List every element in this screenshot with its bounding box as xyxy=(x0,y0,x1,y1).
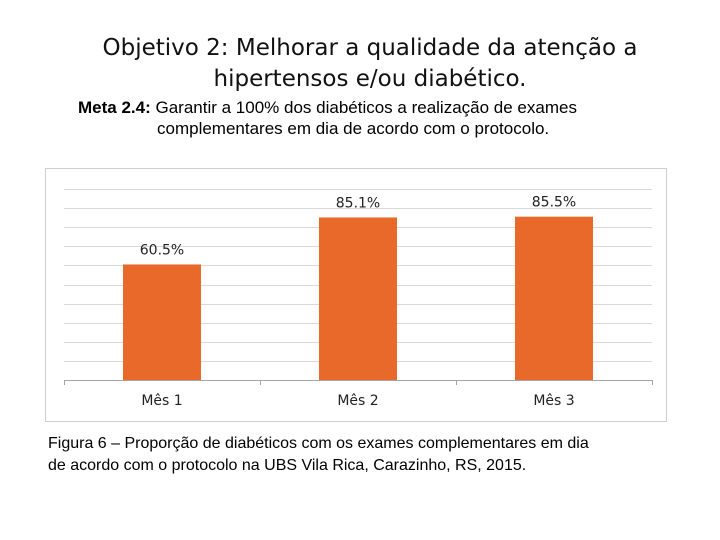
bar-3 xyxy=(515,216,593,380)
x-tick-label-1: Mês 1 xyxy=(141,393,182,409)
data-label-2: 85.1% xyxy=(336,195,380,211)
x-tick-label-2: Mês 2 xyxy=(337,393,378,409)
title-line-2: hipertensos e/ou diabético. xyxy=(213,66,527,92)
meta-text-line-1: Garantir a 100% dos diabéticos a realiza… xyxy=(155,98,577,117)
caption-line-2: de acordo com o protocolo na UBS Vila Ri… xyxy=(48,457,527,474)
data-label-1: 60.5% xyxy=(140,242,184,258)
chart-frame: Mês 1 Mês 2 Mês 3 60.5% 85.1% 85.5% xyxy=(45,168,667,422)
x-tick-label-3: Mês 3 xyxy=(533,393,574,409)
bar-chart: Mês 1 Mês 2 Mês 3 60.5% 85.1% 85.5% xyxy=(64,189,653,409)
bar-2 xyxy=(319,217,397,380)
data-label-3: 85.5% xyxy=(532,195,576,211)
caption-line-1: Figura 6 – Proporção de diabéticos com o… xyxy=(48,435,589,452)
chart-x-axis: Mês 1 Mês 2 Mês 3 xyxy=(64,380,653,409)
meta-text-line-2: complementares em dia de acordo com o pr… xyxy=(157,119,550,138)
meta-description: Meta 2.4: Garantir a 100% dos diabéticos… xyxy=(78,97,678,139)
chart-data-labels: 60.5% 85.1% 85.5% xyxy=(140,195,576,259)
chart-bars xyxy=(123,216,593,380)
meta-label: Meta 2.4: xyxy=(78,98,151,117)
bar-1 xyxy=(123,264,201,380)
figure-caption: Figura 6 – Proporção de diabéticos com o… xyxy=(48,433,678,477)
title-line-1: Objetivo 2: Melhorar a qualidade da aten… xyxy=(102,35,638,61)
slide-title: Objetivo 2: Melhorar a qualidade da aten… xyxy=(60,33,680,95)
